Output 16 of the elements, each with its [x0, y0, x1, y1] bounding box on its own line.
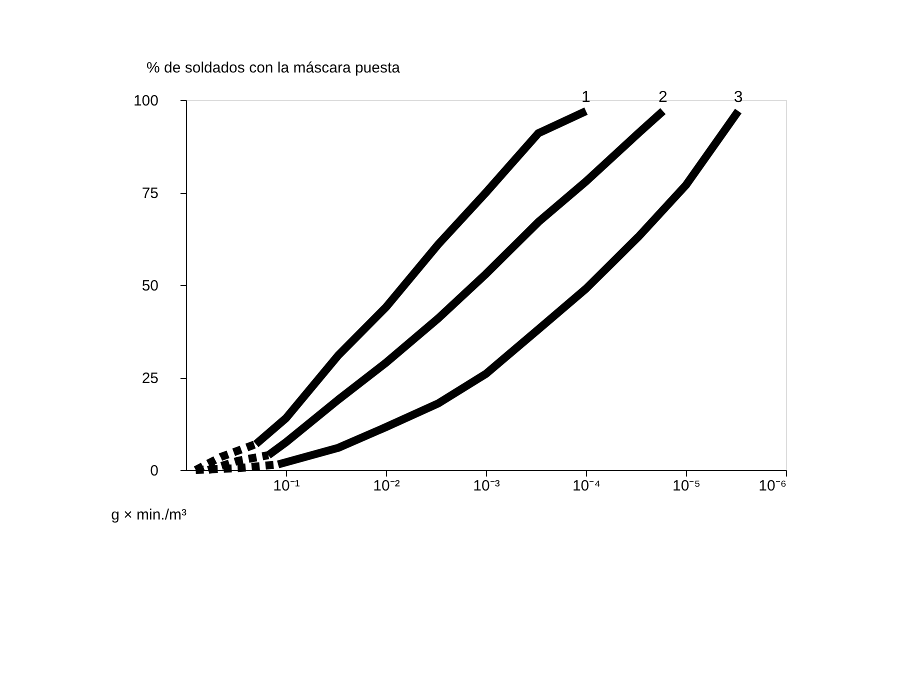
x-tick-label: 10⁻⁵ [672, 478, 700, 494]
series-label: 3 [734, 89, 743, 106]
x-axis-title: g × min./m³ [111, 506, 186, 524]
x-tick-label: 10⁻³ [473, 478, 500, 494]
x-tick-label: 10⁻⁴ [572, 478, 601, 494]
y-tick-label: 0 [150, 462, 158, 480]
series-label: 1 [582, 89, 591, 106]
y-tick-label: 25 [142, 370, 158, 387]
x-tick-label: 10⁻¹ [273, 478, 300, 494]
y-tick-label: 75 [142, 185, 158, 202]
y-tick-label: 50 [142, 278, 158, 294]
x-tick-label: 10⁻² [373, 478, 400, 494]
series-label: 2 [658, 89, 668, 106]
x-tick-label: 10⁻⁶ [758, 478, 786, 494]
y-tick-label: 100 [133, 92, 158, 110]
y-axis-title: % de soldados con la máscara puesta [146, 60, 401, 76]
